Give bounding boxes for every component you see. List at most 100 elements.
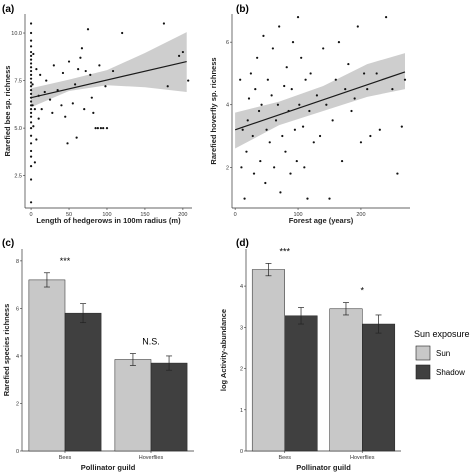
trend-line xyxy=(234,71,406,131)
data-point xyxy=(29,45,33,48)
panel-a: (a) 2.5 5.0 7.5 10.0 Rarefied bee sp. richnes… xyxy=(2,4,192,225)
data-point xyxy=(334,78,337,81)
data-point xyxy=(29,88,33,92)
data-point xyxy=(29,62,33,65)
data-point xyxy=(281,134,284,138)
data-point xyxy=(378,128,381,131)
data-point xyxy=(84,69,87,73)
x-tick-label: Hoverflies xyxy=(350,455,375,461)
data-point xyxy=(32,125,35,128)
x-axis-title: Length of hedgerows in 100m radius (m) xyxy=(36,216,181,225)
data-point xyxy=(366,87,369,91)
data-point xyxy=(362,72,366,75)
data-point xyxy=(278,25,281,28)
data-point xyxy=(177,54,181,57)
data-point xyxy=(29,142,33,145)
legend: Sun exposure Sun Shadow xyxy=(414,329,470,380)
x-tick-label: 200 xyxy=(178,212,187,218)
data-point xyxy=(257,109,261,113)
panel-d: (d) 0 1 2 3 4 log Activity-abundance Pollinator… xyxy=(219,238,401,472)
data-point xyxy=(318,134,322,138)
data-point xyxy=(279,191,282,194)
data-point xyxy=(384,16,388,19)
data-point xyxy=(391,87,394,91)
data-point xyxy=(80,47,84,50)
y-tick-label: 6 xyxy=(226,40,229,46)
data-point xyxy=(29,77,33,80)
y-axis-title: log Activity-abundance xyxy=(219,309,228,391)
data-point xyxy=(306,197,309,200)
x-tick-label: 0 xyxy=(234,212,237,218)
data-point xyxy=(29,111,33,115)
data-point xyxy=(77,68,80,71)
data-point xyxy=(270,94,273,97)
data-point xyxy=(325,103,328,106)
data-point xyxy=(29,73,33,76)
data-point xyxy=(121,31,124,35)
x-tick-label: Hoverflies xyxy=(139,455,164,461)
data-point xyxy=(29,178,33,181)
data-point xyxy=(45,79,48,82)
panel-label-d: (d) xyxy=(236,238,249,249)
data-point xyxy=(315,94,319,97)
data-point xyxy=(396,172,399,175)
data-point xyxy=(240,166,243,169)
data-point xyxy=(289,172,292,175)
data-point xyxy=(403,78,407,81)
data-point xyxy=(29,165,33,168)
data-point xyxy=(92,111,95,115)
data-point xyxy=(29,50,33,54)
x-tick-label: 0 xyxy=(30,212,33,218)
data-point xyxy=(61,71,65,75)
data-point xyxy=(104,85,107,88)
data-point xyxy=(99,127,103,130)
x-tick-label: 150 xyxy=(140,212,149,218)
data-point xyxy=(309,72,312,75)
x-tick-label: 100 xyxy=(102,212,111,218)
data-point xyxy=(29,54,33,57)
data-point xyxy=(268,141,271,144)
bar-shadow xyxy=(150,362,188,452)
data-point xyxy=(29,155,33,158)
data-point xyxy=(400,125,403,128)
data-point xyxy=(86,28,90,31)
data-point xyxy=(241,128,244,131)
y-tick-label: 6 xyxy=(16,306,19,312)
data-point xyxy=(312,141,315,144)
y-tick-label: 4 xyxy=(16,354,19,360)
y-tick-label: 8 xyxy=(16,259,19,265)
y-tick-label: 0 xyxy=(240,449,243,455)
y-tick-label: 2 xyxy=(240,367,243,373)
data-point xyxy=(29,92,33,95)
data-point xyxy=(296,16,300,19)
data-point xyxy=(29,104,33,107)
data-point xyxy=(29,127,33,130)
data-point xyxy=(162,22,166,25)
data-point xyxy=(29,39,33,42)
data-point xyxy=(293,128,296,131)
data-point xyxy=(301,125,305,128)
data-point xyxy=(83,107,86,111)
y-axis-title: Rarefied bee sp. richness xyxy=(3,66,12,157)
data-point xyxy=(40,107,43,111)
y-axis-title: Rarefied hoverfly sp. richness xyxy=(209,57,218,164)
data-point xyxy=(29,31,33,35)
data-point xyxy=(308,109,311,113)
data-point xyxy=(29,107,33,111)
panel-label-c: (c) xyxy=(2,238,14,249)
data-point xyxy=(340,159,344,163)
data-point xyxy=(328,197,331,200)
bar-shadow xyxy=(284,315,318,452)
data-point xyxy=(79,56,82,59)
y-tick-label: 0 xyxy=(16,449,19,455)
y-tick-label: 2 xyxy=(16,401,19,407)
data-point xyxy=(262,34,265,38)
data-point xyxy=(37,117,40,120)
data-point xyxy=(300,56,303,59)
data-point xyxy=(67,60,71,63)
data-point xyxy=(89,73,92,76)
data-point xyxy=(295,159,298,163)
legend-title: Sun exposure xyxy=(414,329,470,339)
data-point xyxy=(29,69,33,73)
